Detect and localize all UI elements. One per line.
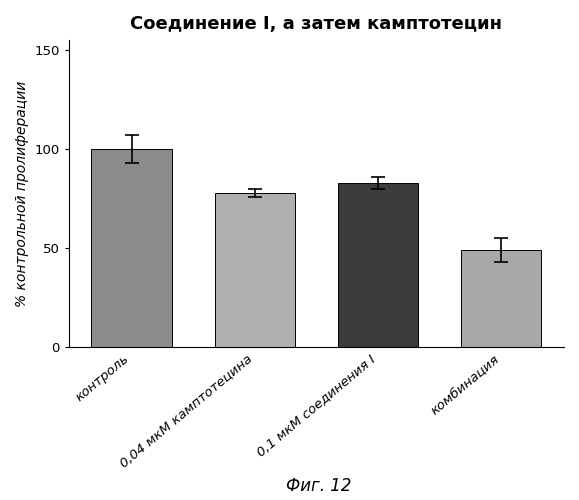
Bar [91,149,171,347]
Bar [215,192,295,347]
Bar [338,182,418,347]
Text: Фиг. 12: Фиг. 12 [285,477,351,495]
Title: Соединение I, а затем камптотецин: Соединение I, а затем камптотецин [130,15,503,33]
Y-axis label: % контрольной пролиферации: % контрольной пролиферации [15,80,29,306]
Bar [461,250,541,347]
